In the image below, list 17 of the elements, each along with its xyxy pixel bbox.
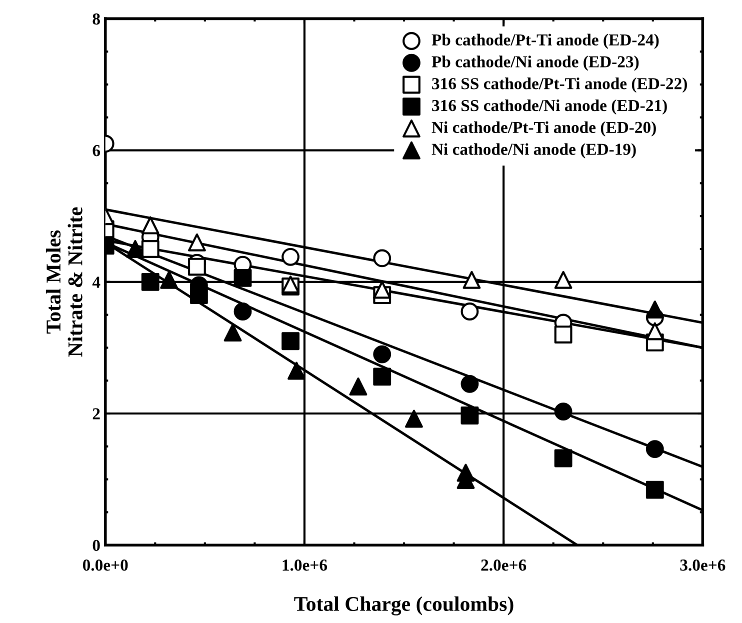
y-tick-label: 8 — [92, 13, 100, 25]
legend-label: Ni cathode/Pt-Ti anode (ED-20) — [432, 121, 656, 136]
legend-label: 316 SS cathode/Ni anode (ED-21) — [432, 99, 667, 115]
legend-label: Pb cathode/Pt-Ti anode (ED-24) — [432, 34, 659, 49]
legend-label: Pb cathode/Ni anode (ED-23) — [432, 56, 639, 71]
x-tick-label: 0.0e+0 — [82, 559, 128, 571]
y-tick-label: 6 — [92, 145, 100, 156]
y-axis-title: Total Moles Nitrate & Nitrite — [46, 207, 82, 357]
legend-label: 316 SS cathode/Pt-Ti anode (ED-22) — [432, 78, 687, 93]
y-tick-label: 0 — [92, 540, 100, 552]
x-tick-label: 3.0e+6 — [680, 559, 726, 571]
y-tick-label: 4 — [92, 276, 100, 288]
x-axis-title: Total Charge (coulombs) — [294, 596, 514, 616]
x-tick-label: 2.0e+6 — [481, 559, 526, 571]
x-tick-label: 1.0e+6 — [282, 559, 328, 571]
legend-label: Ni cathode/Ni anode (ED-19) — [432, 143, 636, 158]
y-tick-label: 2 — [92, 408, 100, 420]
